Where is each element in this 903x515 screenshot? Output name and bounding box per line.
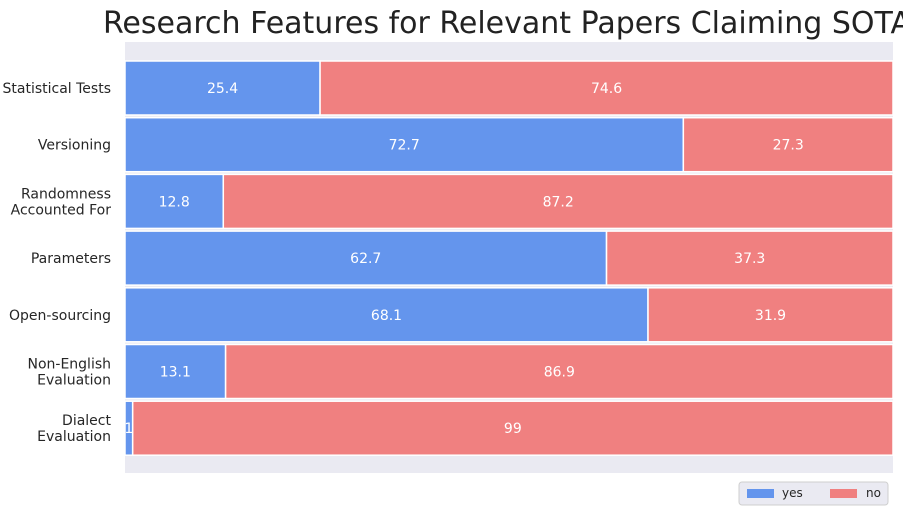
y-tick-label-4-0: Open-sourcing [9,308,111,324]
y-tick-label-5-1: Evaluation [37,373,111,389]
data-label-yes-0: 25.4 [207,81,238,97]
y-tick-label-1-0: Versioning [38,138,111,154]
y-tick-label-3-0: Parameters [31,251,111,267]
bar-no-2 [222,173,894,230]
bar-group: 25.4 74.6 72.7 27.3 12.8 87.2 62.7 37.3 68.1 31.9… [124,60,894,456]
y-axis-labels: Statistical Tests Versioning RandomnessAcc… [3,81,112,445]
data-label-no-6: 99 [504,421,522,437]
data-label-no-4: 31.9 [755,308,786,324]
data-label-no-1: 27.3 [773,138,804,154]
legend-swatch-yes [747,489,774,498]
data-label-no-2: 87.2 [543,194,574,210]
data-label-yes-3: 62.7 [350,251,381,267]
bar-no-3 [605,230,894,286]
data-label-yes-4: 68.1 [371,308,402,324]
bar-yes-3 [124,230,608,286]
data-label-yes-1: 72.7 [389,138,420,154]
data-label-yes-2: 12.8 [159,194,190,210]
y-tick-label-5-0: Non-English [27,357,111,373]
bar-no-0 [319,60,894,116]
y-tick-label-2-0: Randomness [21,186,111,202]
data-label-no-0: 74.6 [591,81,622,97]
bar-no-6 [131,400,894,456]
bar-yes-2 [124,173,225,230]
data-label-no-3: 37.3 [734,251,765,267]
legend-label-no: no [866,486,881,500]
chart-title: Research Features for Relevant Papers Cl… [103,6,903,41]
bar-no-1 [682,116,894,173]
y-tick-label-6-1: Evaluation [37,429,111,445]
legend-label-yes: yes [782,486,803,500]
data-label-no-5: 86.9 [544,365,575,381]
legend-swatch-no [830,489,857,498]
bar-yes-4 [124,287,649,343]
data-label-yes-6: 1 [124,421,133,437]
bar-no-4 [647,287,894,343]
bar-yes-1 [124,116,685,173]
legend-frame [738,481,889,506]
bar-yes-0 [124,60,321,116]
y-tick-label-6-0: Dialect [62,413,111,429]
bar-no-5 [224,343,894,400]
data-label-yes-5: 13.1 [160,365,191,381]
y-tick-label-2-1: Accounted For [11,202,112,218]
bar-yes-5 [124,343,227,400]
y-tick-label-0-0: Statistical Tests [3,81,112,97]
legend: yes no [738,481,889,506]
